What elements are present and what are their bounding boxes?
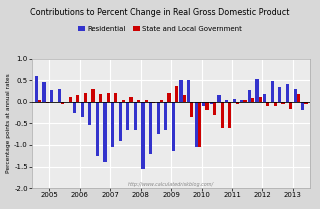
Bar — [278, 87, 282, 102]
Bar — [304, 102, 308, 104]
Bar — [91, 89, 94, 102]
Bar — [213, 102, 216, 115]
Bar — [61, 102, 64, 104]
Bar — [111, 102, 114, 147]
Bar — [198, 102, 201, 147]
Bar — [293, 89, 297, 102]
Bar — [263, 94, 266, 102]
Bar — [160, 99, 163, 102]
Text: Contributions to Percent Change in Real Gross Domestic Product: Contributions to Percent Change in Real … — [30, 8, 290, 17]
Bar — [103, 102, 107, 162]
Bar — [289, 102, 292, 110]
Legend: Residential, State and Local Government: Residential, State and Local Government — [75, 23, 245, 35]
Bar — [205, 102, 209, 110]
Bar — [152, 102, 156, 103]
Bar — [156, 102, 160, 134]
Bar — [233, 99, 236, 102]
Bar — [58, 89, 61, 102]
Bar — [240, 100, 244, 102]
Bar — [274, 102, 277, 106]
Bar — [244, 99, 247, 102]
Bar — [149, 102, 152, 154]
Bar — [88, 102, 91, 125]
Bar — [76, 95, 79, 102]
Bar — [43, 82, 46, 102]
Bar — [172, 102, 175, 151]
Bar — [202, 102, 205, 106]
Bar — [73, 102, 76, 112]
Bar — [99, 94, 102, 102]
Bar — [35, 76, 38, 102]
Bar — [114, 93, 117, 102]
Text: http://www.calculatedriskblog.com/: http://www.calculatedriskblog.com/ — [128, 182, 214, 187]
Bar — [180, 80, 183, 102]
Bar — [50, 90, 53, 102]
Bar — [218, 95, 221, 102]
Bar — [190, 102, 193, 117]
Bar — [137, 99, 140, 102]
Bar — [38, 99, 41, 102]
Bar — [251, 98, 254, 102]
Bar — [225, 99, 228, 102]
Bar — [259, 97, 262, 102]
Bar — [195, 102, 198, 147]
Bar — [122, 99, 125, 102]
Bar — [96, 102, 99, 156]
Bar — [183, 95, 186, 102]
Bar — [141, 102, 145, 169]
Bar — [119, 102, 122, 141]
Bar — [282, 102, 285, 104]
Bar — [271, 81, 274, 102]
Bar — [164, 102, 167, 130]
Bar — [107, 93, 110, 102]
Bar — [46, 102, 49, 103]
Bar — [68, 97, 72, 102]
Bar — [129, 97, 132, 102]
Bar — [126, 102, 129, 130]
Bar — [228, 102, 231, 128]
Bar — [84, 93, 87, 102]
Bar — [167, 93, 171, 102]
Bar — [286, 84, 289, 102]
Bar — [266, 102, 269, 106]
Bar — [255, 79, 259, 102]
Bar — [301, 102, 304, 110]
Bar — [210, 102, 213, 104]
Bar — [236, 102, 239, 104]
Bar — [145, 99, 148, 102]
Bar — [248, 90, 251, 102]
Bar — [134, 102, 137, 130]
Bar — [297, 94, 300, 102]
Bar — [175, 86, 178, 102]
Y-axis label: Percentage points at annual rates: Percentage points at annual rates — [6, 73, 11, 173]
Bar — [81, 102, 84, 117]
Bar — [221, 102, 224, 128]
Bar — [187, 80, 190, 102]
